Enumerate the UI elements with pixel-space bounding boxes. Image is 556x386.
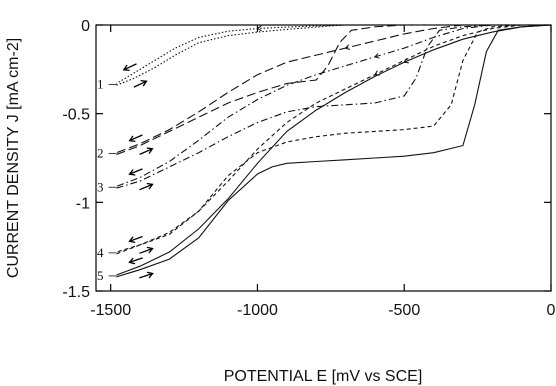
mid-arrowhead-4 xyxy=(374,70,380,76)
arrow-forward-3 xyxy=(139,182,154,191)
x-axis-label: POTENTIAL E [mV vs SCE] xyxy=(224,368,423,385)
y-tick-label: -1.5 xyxy=(62,284,90,301)
curve-label-2: 2 xyxy=(97,146,104,161)
curve-label-1: 1 xyxy=(97,76,104,91)
mid-arrowhead-5 xyxy=(403,58,409,64)
curve-label-4: 4 xyxy=(97,245,104,260)
x-tick-label: -1500 xyxy=(90,302,131,319)
mid-arrowhead-1 xyxy=(256,25,262,32)
axis-ticks xyxy=(96,24,552,292)
curve-5-backward xyxy=(116,24,552,276)
arrow-forward-2 xyxy=(139,147,154,155)
y-tick-label: 0 xyxy=(81,18,90,35)
arrow-backward-2 xyxy=(128,134,143,143)
arrow-forward-1 xyxy=(133,79,148,88)
y-tick-label: -1 xyxy=(76,195,90,212)
curves xyxy=(116,24,552,278)
arrow-forward-5 xyxy=(139,271,154,279)
curve-5-forward xyxy=(116,24,552,278)
arrow-forward-4 xyxy=(139,246,154,254)
x-tick-label: -1000 xyxy=(237,302,278,319)
y-axis-label: CURRENT DENSITY J [mA cm-2] xyxy=(5,38,22,278)
curve-3-forward xyxy=(116,24,493,189)
curve-1-backward xyxy=(116,24,346,84)
curve-label-5: 5 xyxy=(97,268,104,283)
tick-labels: -1500 -1000 -500 0 0 -0.5 -1 -1.5 xyxy=(62,18,555,319)
arrow-backward-1 xyxy=(122,63,137,72)
curve-4-backward xyxy=(116,24,522,253)
mid-arrowhead-3 xyxy=(374,53,380,59)
curve-3-backward xyxy=(116,24,493,187)
arrow-backward-3 xyxy=(128,168,143,176)
x-tick-label: 0 xyxy=(547,302,556,319)
arrow-backward-5 xyxy=(128,257,143,265)
curve-2-forward xyxy=(116,24,463,156)
y-tick-label: -0.5 xyxy=(62,107,90,124)
curve-1-forward xyxy=(116,24,346,86)
curve-2-backward xyxy=(116,24,463,154)
curve-labels: 1 2 3 4 5 xyxy=(97,76,117,283)
curve-label-3: 3 xyxy=(97,179,104,194)
arrow-backward-4 xyxy=(128,235,143,244)
direction-arrows xyxy=(122,25,409,279)
mid-arrowhead-2 xyxy=(344,44,351,50)
curve-4-forward xyxy=(116,24,522,255)
plot-frame xyxy=(95,24,552,292)
x-tick-label: -500 xyxy=(388,302,420,319)
